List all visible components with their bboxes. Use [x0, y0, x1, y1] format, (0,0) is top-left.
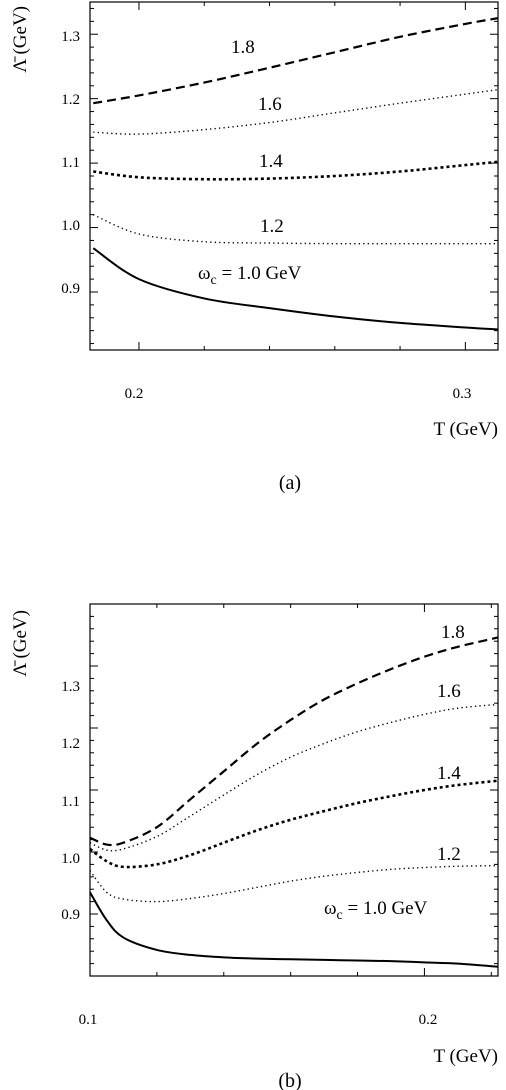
series-line [93, 160, 499, 181]
x-tick-label: 0.2 [419, 1012, 438, 1028]
omega-symbol: ω [198, 263, 211, 284]
chart-panel-b: 0.9 1.0 1.1 1.2 1.3 0.1 0.2 T (GeV) Λ̄ (… [10, 603, 499, 1090]
y-tick-label: 1.1 [61, 155, 80, 171]
chart-panel-a: 0.9 1.0 1.1 1.2 1.3 0.2 0.3 T (GeV) Λ̄ (… [10, 1, 499, 494]
series-line [92, 247, 499, 331]
plot-frame-b [89, 603, 499, 977]
y-tick-label: 0.9 [61, 281, 80, 297]
y-tick-label: 1.0 [61, 851, 80, 867]
omega-subscript: c [211, 273, 217, 288]
y-axis-label: Λ̄ (GeV) [10, 6, 31, 73]
curve-label-1-2: 1.2 [260, 216, 284, 237]
tick-marks-a [90, 2, 498, 350]
series-curves-b [89, 636, 499, 968]
series-line [89, 636, 499, 847]
y-tick-label: 1.3 [61, 29, 80, 45]
x-tick-label: 0.1 [79, 1012, 98, 1028]
panel-label-a: (a) [279, 472, 301, 494]
omega-value: = 1.0 GeV [343, 898, 428, 919]
series-line [89, 864, 499, 903]
curve-label-1-8: 1.8 [231, 37, 255, 58]
y-tick-label: 0.9 [61, 907, 80, 923]
series-line [92, 214, 498, 245]
omega-subscript: c [337, 908, 343, 923]
tick-marks-b [89, 603, 498, 977]
series-line [93, 17, 499, 105]
y-tick-label: 1.1 [61, 794, 80, 810]
series-line [89, 891, 499, 968]
omega-value: = 1.0 GeV [217, 263, 302, 284]
curve-label-1-6: 1.6 [437, 681, 461, 702]
y-tick-label: 1.2 [61, 92, 80, 108]
curve-label-1-4: 1.4 [259, 151, 283, 172]
series-line [89, 703, 499, 852]
series-line [93, 88, 499, 135]
panel-label-b: (b) [278, 1070, 301, 1090]
y-axis-label: Λ̄ (GeV) [10, 610, 31, 677]
y-tick-label: 1.0 [61, 218, 80, 234]
curve-label-1-2: 1.2 [437, 844, 461, 865]
omega-symbol: ω [324, 898, 337, 919]
x-tick-label: 0.3 [453, 386, 472, 402]
x-tick-label: 0.2 [125, 386, 144, 402]
omega-c-label: ωc = 1.0 GeV [198, 263, 302, 288]
x-axis-label: T (GeV) [433, 419, 498, 440]
y-tick-label: 1.2 [61, 736, 80, 752]
y-tick-label: 1.3 [61, 679, 80, 695]
omega-c-label: ωc = 1.0 GeV [324, 898, 428, 923]
x-axis-label: T (GeV) [433, 1046, 498, 1067]
curve-label-1-6: 1.6 [258, 94, 282, 115]
curve-label-1-8: 1.8 [441, 622, 465, 643]
curve-label-1-4: 1.4 [437, 763, 461, 784]
series-curves-a [92, 17, 499, 331]
plot-frame-a [89, 1, 499, 351]
